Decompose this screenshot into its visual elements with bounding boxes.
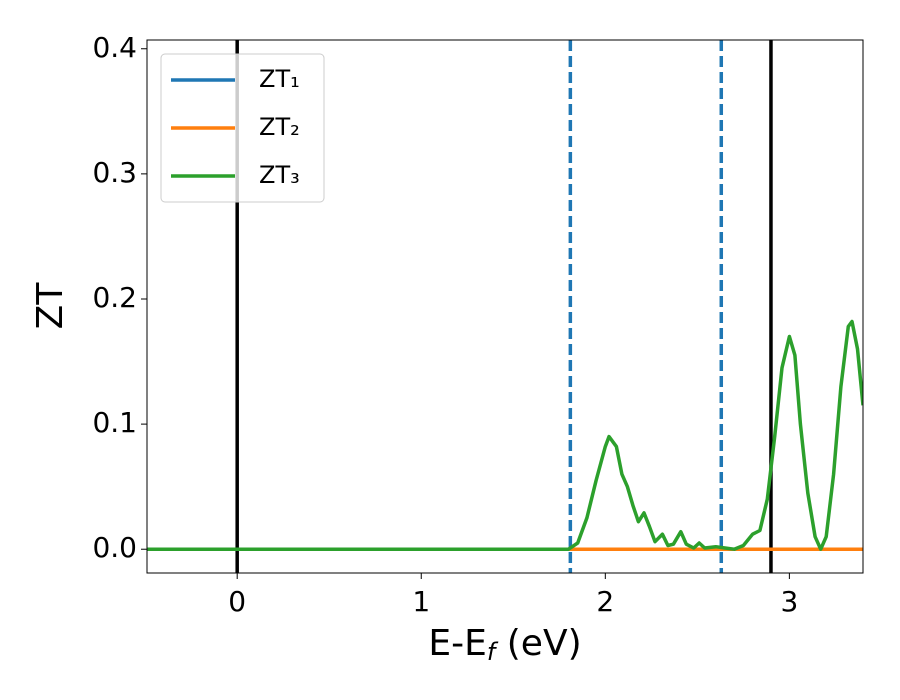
x-label-unit: (eV) [495,623,581,664]
legend-label: ZT₃ [259,161,300,189]
x-label-main: E-E [428,623,486,664]
legend-label: ZT₂ [259,113,300,141]
legend-label: ZT₁ [259,65,300,93]
y-tick-label: 0.0 [92,531,137,564]
y-tick-label: 0.1 [92,406,137,439]
y-tick-label: 0.3 [92,156,137,189]
legend: ZT₁ ZT₂ ZT₃ [160,53,325,203]
y-tick-label: 0.2 [92,281,137,314]
x-tick-label: 2 [596,585,614,618]
plot-area [147,40,863,573]
legend-box [160,53,325,203]
y-tick-label: 0.4 [92,31,137,64]
series-line [147,319,863,551]
x-tick-label: 0 [228,585,246,618]
x-axis-label: E-Ef (eV) [428,623,581,666]
x-tick-label: 1 [412,585,430,618]
x-tick-label: 3 [780,585,798,618]
y-axis-label: ZT [30,282,71,330]
axes-frame [146,39,864,574]
